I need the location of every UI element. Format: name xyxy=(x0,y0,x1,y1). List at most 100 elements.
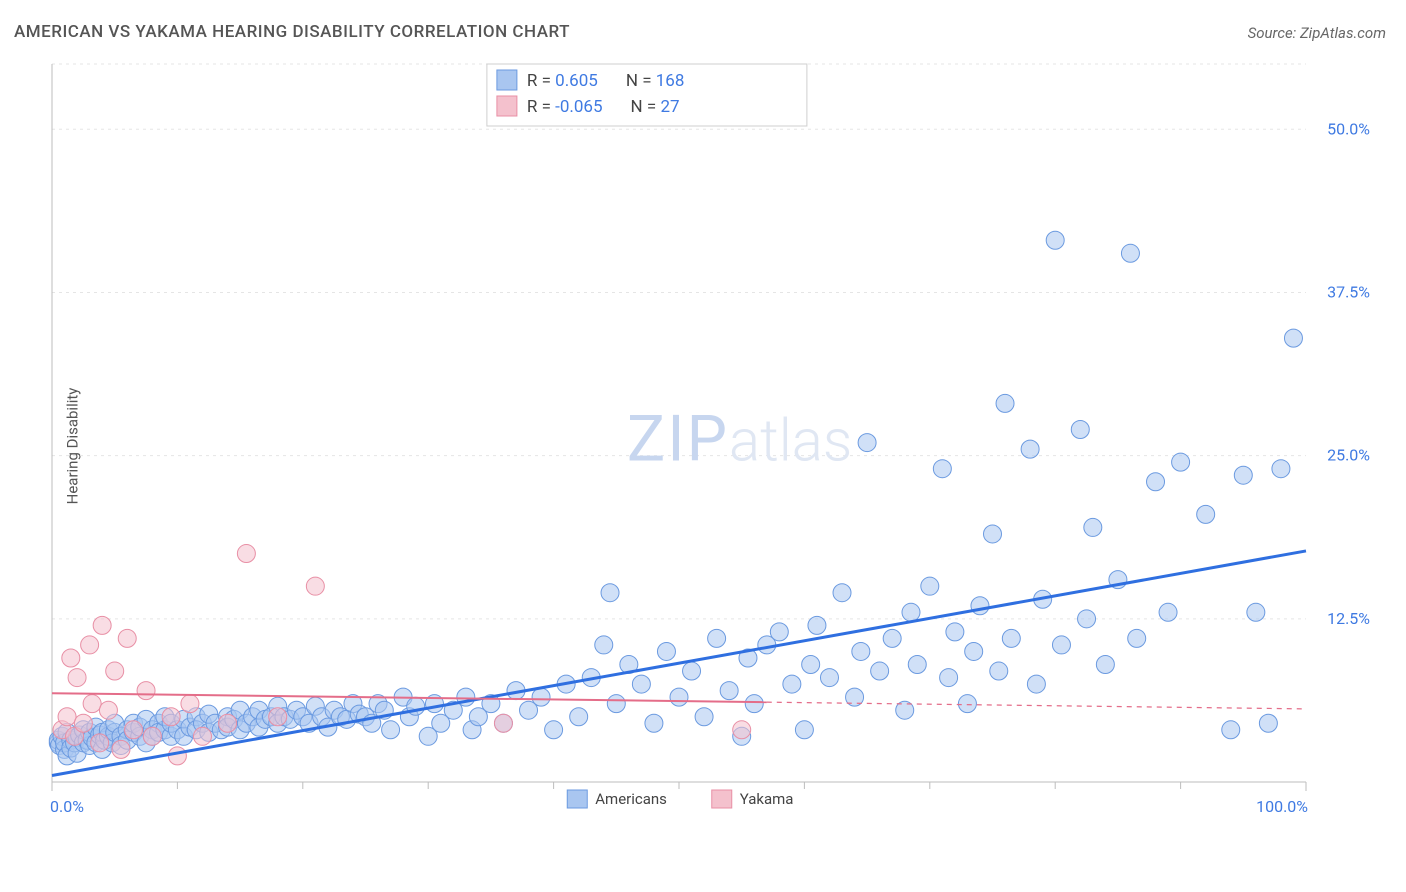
data-point xyxy=(695,708,713,726)
data-point xyxy=(607,695,625,713)
data-point xyxy=(382,721,400,739)
x-tick-label: 0.0% xyxy=(50,797,84,816)
data-point xyxy=(1172,453,1190,471)
data-point xyxy=(81,636,99,654)
data-point xyxy=(595,636,613,654)
data-point xyxy=(143,727,161,745)
data-point xyxy=(883,629,901,647)
data-point xyxy=(545,721,563,739)
data-point xyxy=(93,616,111,634)
data-point xyxy=(1197,505,1215,523)
legend-swatch xyxy=(712,790,732,808)
data-point xyxy=(720,682,738,700)
data-point xyxy=(632,675,650,693)
data-point xyxy=(83,695,101,713)
data-point xyxy=(1247,603,1265,621)
data-point xyxy=(193,727,211,745)
data-point xyxy=(852,642,870,660)
data-point xyxy=(306,577,324,595)
legend-label: Yakama xyxy=(740,790,794,808)
data-point xyxy=(237,545,255,563)
y-tick-label: 25.0% xyxy=(1327,446,1370,465)
data-point xyxy=(1159,603,1177,621)
trend-line xyxy=(52,551,1306,776)
data-point xyxy=(1147,473,1165,491)
data-point xyxy=(181,695,199,713)
data-point xyxy=(670,688,688,706)
data-point xyxy=(112,740,130,758)
data-point xyxy=(58,708,76,726)
data-point xyxy=(996,394,1014,412)
data-point xyxy=(162,708,180,726)
data-point xyxy=(1234,466,1252,484)
data-point xyxy=(1071,421,1089,439)
data-point xyxy=(946,623,964,641)
data-point xyxy=(820,669,838,687)
data-point xyxy=(106,662,124,680)
data-point xyxy=(74,714,92,732)
data-point xyxy=(1052,636,1070,654)
x-tick-label: 100.0% xyxy=(1256,797,1308,816)
data-point xyxy=(1128,629,1146,647)
data-point xyxy=(1084,518,1102,536)
data-point xyxy=(532,688,550,706)
data-point xyxy=(808,616,826,634)
watermark: ZIPatlas xyxy=(627,401,852,476)
y-tick-label: 37.5% xyxy=(1327,282,1370,301)
data-point xyxy=(795,721,813,739)
data-point xyxy=(984,525,1002,543)
data-point xyxy=(1222,721,1240,739)
legend-swatch xyxy=(567,790,587,808)
data-point xyxy=(683,662,701,680)
chart-title: AMERICAN VS YAKAMA HEARING DISABILITY CO… xyxy=(14,22,570,42)
stats-swatch xyxy=(497,96,517,116)
trend-line-extrapolated xyxy=(767,702,1306,709)
y-tick-label: 12.5% xyxy=(1327,609,1370,628)
data-point xyxy=(1259,714,1277,732)
data-point xyxy=(657,642,675,660)
series-yakama xyxy=(53,545,751,765)
data-point xyxy=(971,597,989,615)
data-point xyxy=(733,721,751,739)
data-point xyxy=(62,649,80,667)
data-point xyxy=(1284,329,1302,347)
data-point xyxy=(1027,675,1045,693)
data-point xyxy=(168,747,186,765)
scatter-plot: ZIPatlas0.0%100.0%12.5%25.0%37.5%50.0%R … xyxy=(48,60,1378,830)
data-point xyxy=(921,577,939,595)
data-point xyxy=(908,656,926,674)
source-attribution: Source: ZipAtlas.com xyxy=(1248,24,1386,42)
data-point xyxy=(118,629,136,647)
data-point xyxy=(1046,231,1064,249)
series-americans xyxy=(49,231,1302,765)
data-point xyxy=(802,656,820,674)
data-point xyxy=(783,675,801,693)
data-point xyxy=(965,642,983,660)
data-point xyxy=(745,695,763,713)
data-point xyxy=(708,629,726,647)
data-point xyxy=(219,714,237,732)
data-point xyxy=(940,669,958,687)
data-point xyxy=(1021,440,1039,458)
data-point xyxy=(570,708,588,726)
data-point xyxy=(137,682,155,700)
data-point xyxy=(770,623,788,641)
data-point xyxy=(933,460,951,478)
data-point xyxy=(990,662,1008,680)
data-point xyxy=(958,695,976,713)
data-point xyxy=(99,701,117,719)
data-point xyxy=(494,714,512,732)
data-point xyxy=(1272,460,1290,478)
data-point xyxy=(269,708,287,726)
data-point xyxy=(858,434,876,452)
legend-label: Americans xyxy=(595,790,667,808)
data-point xyxy=(871,662,889,680)
data-point xyxy=(1121,244,1139,262)
data-point xyxy=(1002,629,1020,647)
data-point xyxy=(125,721,143,739)
data-point xyxy=(68,669,86,687)
data-point xyxy=(833,584,851,602)
data-point xyxy=(1078,610,1096,628)
y-tick-label: 50.0% xyxy=(1327,119,1370,138)
data-point xyxy=(91,734,109,752)
